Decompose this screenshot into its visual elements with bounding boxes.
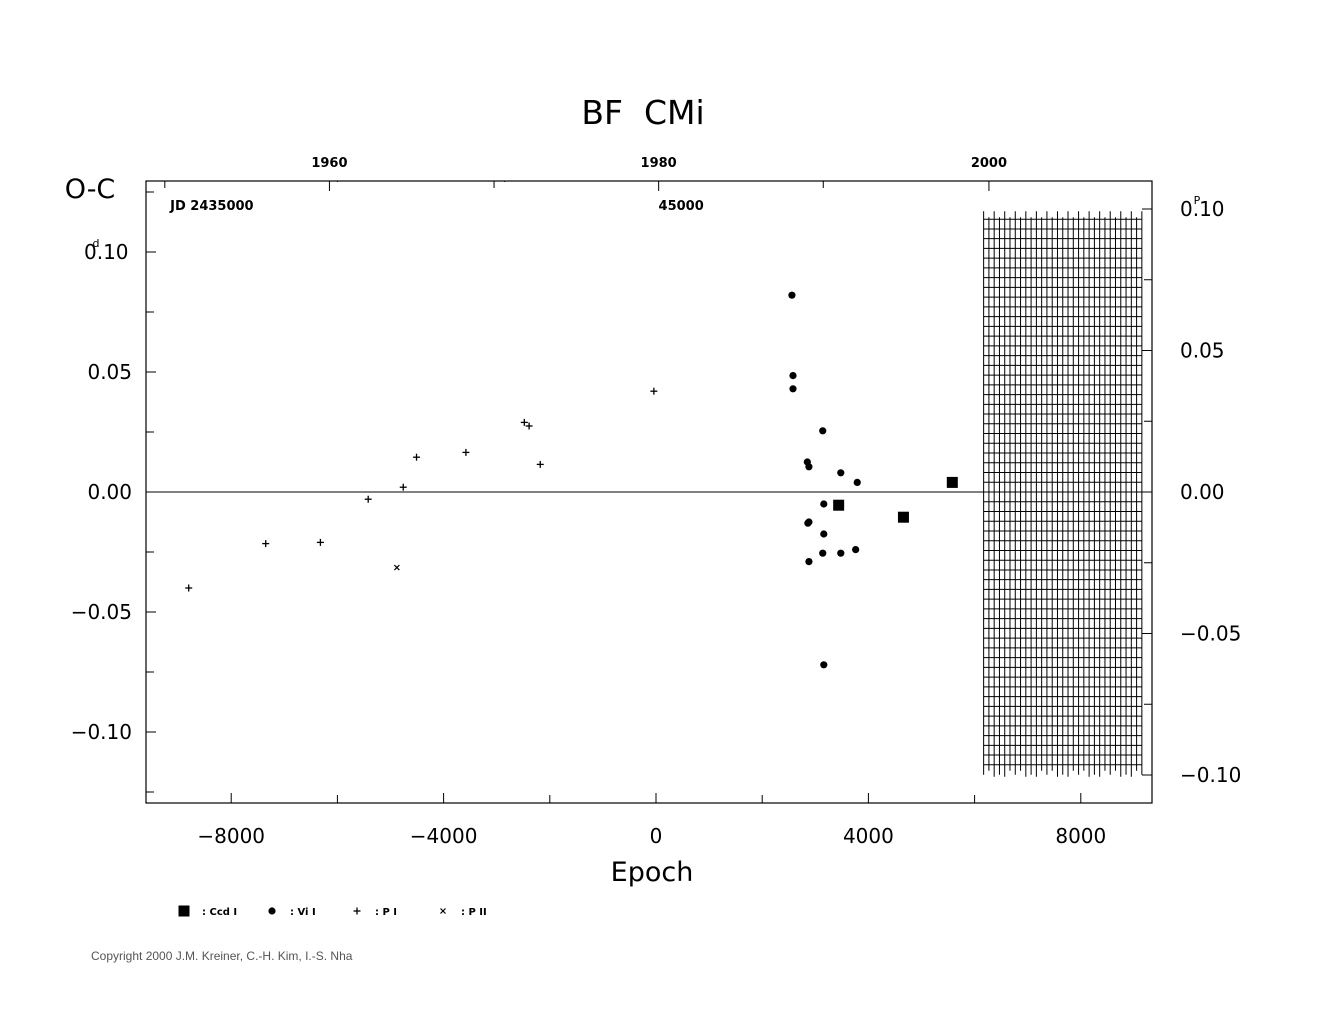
right-y-unit-label: P (1194, 194, 1201, 207)
chart-title: BF CMi (581, 93, 704, 132)
tick-labels: −8000 −4000 0 4000 80000.10d0.050.00−0.05−0.… (71, 156, 1242, 848)
x-tick-label: 0 (650, 824, 663, 848)
data-point-square (946, 476, 958, 488)
y-axis-label: O-C (65, 174, 116, 205)
data-point-plus (399, 483, 407, 491)
legend-label: : P I (375, 907, 397, 918)
data-point-plus (364, 495, 372, 503)
hatched-region (983, 211, 1143, 777)
data-point-circle (820, 530, 828, 538)
x-tick-label: −8000 (197, 824, 265, 848)
top-jd-label: 45000 (659, 199, 704, 214)
x-tick-label: 8000 (1055, 824, 1106, 848)
data-point-circle (805, 463, 813, 471)
y-unit-label: d (93, 237, 100, 250)
data-point-circle (804, 519, 812, 527)
data-point-circle (819, 427, 827, 435)
data-point-circle (805, 558, 813, 566)
data-point-circle (788, 291, 796, 299)
right-y-tick-label: −0.10 (1180, 763, 1241, 787)
data-point-circle (837, 549, 845, 557)
top-year-label: 1980 (641, 156, 677, 171)
data-points (185, 291, 958, 669)
legend-marker-plus (353, 907, 361, 915)
y-tick-label: 0.05 (87, 360, 132, 384)
axes (145, 180, 1153, 804)
data-point-circle (820, 500, 828, 508)
data-point-plus (462, 448, 470, 456)
data-point-plus (650, 387, 658, 395)
data-point-circle (819, 549, 827, 557)
legend-label: : Ccd I (202, 907, 237, 918)
data-point-circle (789, 372, 797, 380)
data-point-plus (536, 460, 544, 468)
legend-label: : P II (461, 907, 487, 918)
x-axis-label: Epoch (611, 857, 694, 888)
data-point-circle (853, 478, 861, 486)
data-point-circle (837, 469, 845, 477)
data-point-circle (789, 385, 797, 393)
data-point-square (833, 499, 845, 511)
right-y-tick-label: 0.10 (1180, 197, 1225, 221)
x-tick-label: 4000 (843, 824, 894, 848)
x-tick-label: −4000 (410, 824, 478, 848)
data-point-plus (262, 540, 270, 548)
legend-marker-x (440, 908, 446, 914)
copyright-note: Copyright 2000 J.M. Kreiner, C.-H. Kim, … (91, 949, 353, 963)
legend-marker-square (178, 905, 190, 917)
y-tick-label: −0.05 (71, 600, 132, 624)
data-point-plus (316, 538, 324, 546)
x-b (393, 564, 400, 571)
data-point-circle (852, 546, 860, 554)
y-tick-label: −0.10 (71, 720, 132, 744)
right-y-tick-label: 0.00 (1180, 480, 1225, 504)
data-point-plus (520, 418, 528, 426)
data-point-circle (820, 661, 828, 669)
y-tick-label: 0.00 (87, 480, 132, 504)
data-point-x (393, 564, 400, 571)
data-point-plus (185, 584, 193, 592)
legend-marker-circle (268, 907, 276, 915)
right-y-tick-label: 0.05 (1180, 339, 1225, 363)
data-point-square (897, 511, 909, 523)
x-b (440, 908, 446, 914)
right-y-tick-label: −0.05 (1180, 622, 1241, 646)
legend-label: : Vi I (290, 907, 316, 918)
top-year-label: 1960 (311, 156, 347, 171)
top-jd-label: JD 2435000 (169, 199, 253, 214)
data-point-plus (525, 422, 533, 430)
y-tick-label: 0.10 (84, 240, 129, 264)
data-point-plus (413, 453, 421, 461)
legend: : Ccd I : Vi I : P I : P II (178, 905, 487, 918)
top-year-label: 2000 (971, 156, 1007, 171)
